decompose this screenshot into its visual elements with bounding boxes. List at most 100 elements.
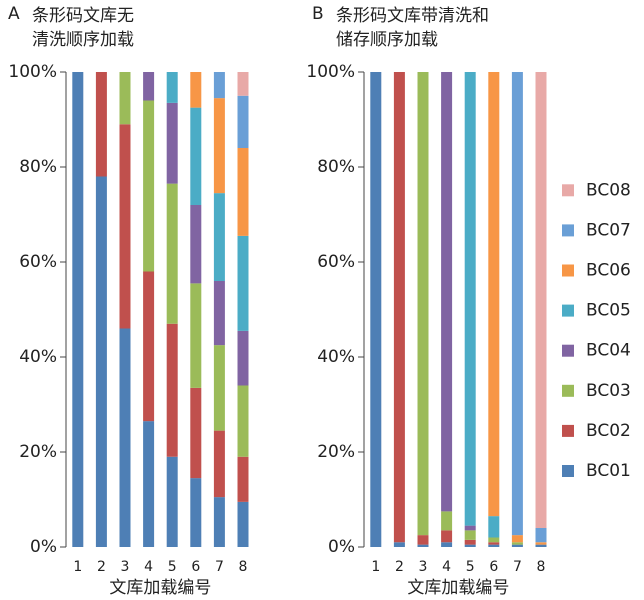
x-tick-label: 6 (191, 559, 200, 575)
x-tick-label: 8 (537, 559, 546, 575)
legend-swatch (562, 384, 574, 397)
bar-segment (417, 72, 429, 536)
x-tick-label: 2 (97, 559, 106, 575)
x-tick-label: 3 (121, 559, 130, 575)
bar-segment (119, 124, 131, 329)
y-tick-label: 20% (317, 442, 355, 462)
chart-title: 条形码文库带清洗和 (336, 6, 489, 26)
bar-segment (535, 528, 547, 543)
y-tick-label: 80% (19, 157, 57, 177)
bar-segment (143, 72, 155, 101)
y-tick-label: 40% (19, 347, 57, 367)
bar-segment (417, 535, 429, 545)
bar-segment (237, 456, 249, 502)
bar-segment (95, 176, 107, 547)
legend-label: BC02 (586, 421, 631, 441)
chart-title: 储存顺序加载 (336, 30, 438, 50)
x-tick-label: 5 (168, 559, 177, 575)
y-tick-label: 100% (306, 62, 355, 82)
legend-swatch (562, 344, 574, 357)
bar-segment (441, 511, 453, 531)
legend-label: BC07 (586, 220, 631, 240)
bar-segment (190, 283, 202, 388)
bar-segment (511, 535, 523, 543)
bar-segment (511, 542, 523, 545)
bar-segment (213, 497, 225, 547)
y-tick-label: 80% (317, 157, 355, 177)
bar-segment (237, 501, 249, 547)
bar-segment (441, 530, 453, 543)
x-tick-label: 4 (144, 559, 153, 575)
panel-label: B (312, 4, 324, 24)
legend-label: BC04 (586, 341, 631, 361)
bar-segment (441, 542, 453, 547)
y-tick-label: 100% (8, 62, 57, 82)
bar-segment (213, 345, 225, 431)
y-tick-label: 0% (30, 537, 57, 557)
bar-segment (511, 544, 523, 547)
x-tick-label: 7 (513, 559, 522, 575)
bar-segment (190, 205, 202, 284)
bar-segment (393, 542, 405, 547)
legend-label: BC01 (586, 461, 631, 481)
bar-segment (119, 328, 131, 547)
bar-segment (535, 542, 547, 545)
bar-segment (143, 271, 155, 422)
panel-label: A (8, 4, 20, 24)
chart-title: 条形码文库无 (32, 6, 134, 26)
bar-segment (511, 72, 523, 536)
bar-segment (535, 544, 547, 547)
x-axis-label: 文库加载编号 (407, 578, 509, 598)
legend-label: BC03 (586, 381, 631, 401)
x-tick-label: 3 (419, 559, 428, 575)
legend-swatch (562, 304, 574, 317)
bar-segment (393, 72, 405, 543)
bar-segment (464, 525, 476, 531)
bar-segment (166, 323, 178, 457)
legend-swatch (562, 465, 574, 477)
bar-segment (166, 456, 178, 547)
bar-segment (488, 542, 500, 545)
x-tick-label: 2 (395, 559, 404, 575)
bar-segment (143, 100, 155, 272)
bar-segment (535, 72, 547, 528)
bar-segment (237, 235, 249, 331)
bar-segment (190, 478, 202, 547)
x-tick-label: 7 (215, 559, 224, 575)
bar-segment (464, 544, 476, 547)
bar-segment (488, 516, 500, 538)
y-tick-label: 0% (328, 537, 355, 557)
bar-segment (464, 539, 476, 545)
bar-segment (190, 72, 202, 108)
x-tick-label: 8 (239, 559, 248, 575)
x-tick-label: 4 (442, 559, 451, 575)
bar-segment (237, 148, 249, 236)
y-tick-label: 60% (317, 252, 355, 272)
legend-swatch (562, 224, 574, 237)
y-tick-label: 20% (19, 442, 57, 462)
legend-swatch (562, 424, 574, 437)
bar-segment (237, 330, 249, 386)
bar-segment (190, 107, 202, 205)
y-tick-label: 60% (19, 252, 57, 272)
bar-segment (119, 72, 131, 125)
bar-segment (417, 544, 429, 547)
bar-segment (213, 72, 225, 99)
bar-segment (143, 421, 155, 547)
bar-segment (213, 193, 225, 281)
bar-segment (464, 72, 476, 526)
x-tick-label: 6 (489, 559, 498, 575)
bar-segment (190, 387, 202, 479)
legend-label: BC06 (586, 261, 631, 281)
bar-segment (237, 95, 249, 148)
bar-segment (488, 72, 500, 517)
x-tick-label: 1 (73, 559, 82, 575)
legend-swatch (562, 184, 574, 197)
bar-segment (166, 183, 178, 324)
x-axis-label: 文库加载编号 (109, 578, 211, 598)
bar-segment (166, 102, 178, 184)
bar-segment (488, 544, 500, 547)
chart-title: 清洗顺序加载 (32, 30, 134, 50)
legend-label: BC05 (586, 301, 631, 321)
